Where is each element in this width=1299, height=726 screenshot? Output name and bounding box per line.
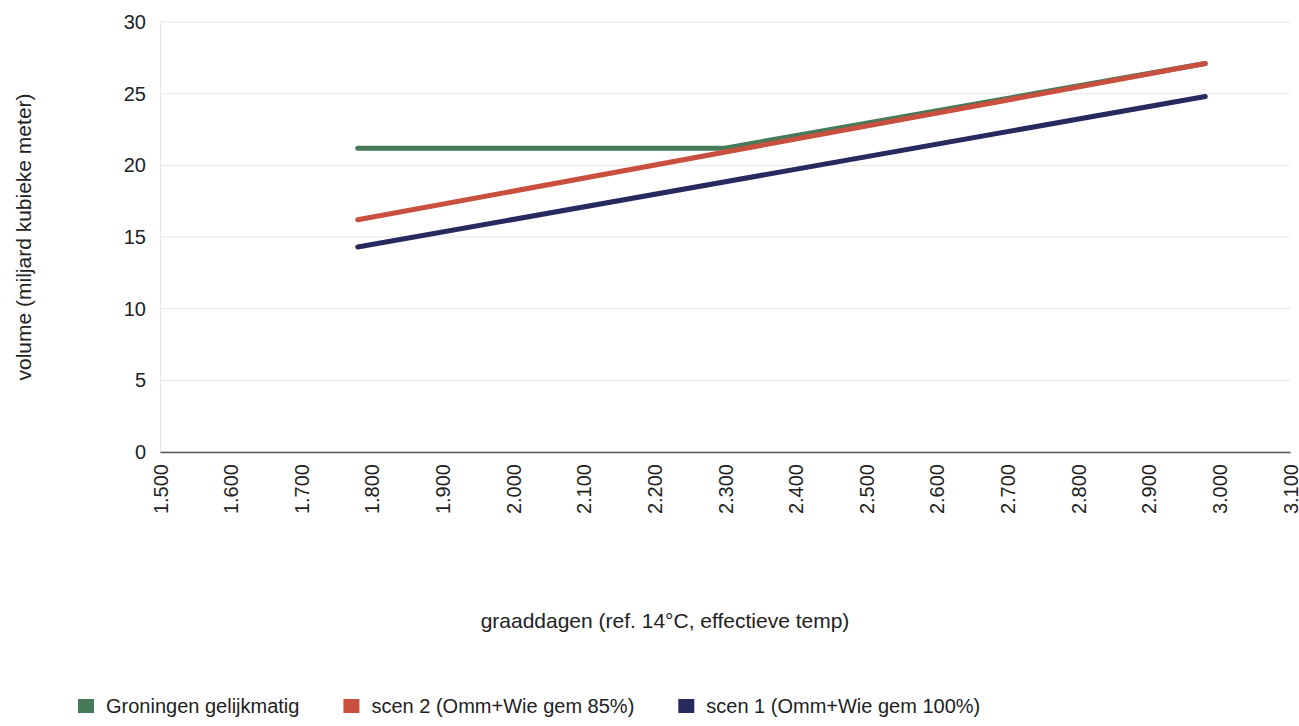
y-tick-label: 0	[135, 441, 146, 463]
y-tick: 15	[124, 226, 160, 248]
series-line	[358, 97, 1206, 248]
grid	[160, 22, 1290, 452]
grid-line	[160, 308, 1290, 309]
x-tick: 2.200	[644, 452, 666, 514]
y-tick: 10	[124, 298, 160, 320]
grid-line	[160, 22, 1290, 23]
x-tick-label: 2.100	[573, 464, 595, 514]
x-tick-label: 2.400	[785, 464, 807, 514]
x-tick: 1.600	[220, 452, 242, 514]
lines	[358, 64, 1206, 247]
y-tick: 0	[135, 441, 160, 463]
x-tick: 2.300	[715, 452, 737, 514]
x-tick: 1.900	[432, 452, 454, 514]
grid-line	[160, 165, 1290, 166]
x-axis: 1.500 1.600 1.700 1.800 1.900 2.000 2.100 2.200…	[150, 452, 1299, 514]
x-tick: 2.600	[926, 452, 948, 514]
legend-swatch	[343, 699, 359, 713]
y-tick-label: 10	[124, 298, 146, 320]
y-tick-label: 20	[124, 154, 146, 176]
x-tick-label: 1.900	[432, 464, 454, 514]
chart: 0 5 10 15 20 25 30 1.500 1.600 1.700 1.800 1.900 2.0…	[0, 0, 1299, 726]
x-tick: 2.100	[573, 452, 595, 514]
x-tick-label: 2.600	[926, 464, 948, 514]
grid-line	[160, 452, 1290, 453]
y-tick-label: 5	[135, 369, 146, 391]
y-tick-label: 15	[124, 226, 146, 248]
series-line	[358, 64, 1206, 220]
x-tick: 2.900	[1138, 452, 1160, 514]
y-tick-label: 25	[124, 83, 146, 105]
x-tick-label: 1.700	[291, 464, 313, 514]
x-tick: 2.500	[856, 452, 878, 514]
legend-item: Groningen gelijkmatig	[78, 695, 299, 717]
x-tick-label: 2.800	[1068, 464, 1090, 514]
x-tick-label: 1.800	[361, 464, 383, 514]
x-tick-label: 2.900	[1138, 464, 1160, 514]
legend: Groningen gelijkmatig scen 2 (Omm+Wie gem…	[78, 695, 980, 717]
x-tick: 2.000	[503, 452, 525, 514]
y-tick: 30	[124, 11, 160, 33]
grid-line	[160, 93, 1290, 94]
x-tick: 1.700	[291, 452, 313, 514]
x-tick-label: 3.100	[1280, 464, 1299, 514]
x-axis-title: graaddagen (ref. 14°C, effectieve temp)	[481, 609, 850, 632]
grid-line	[160, 380, 1290, 381]
x-tick: 2.800	[1068, 452, 1090, 514]
legend-item: scen 1 (Omm+Wie gem 100%)	[678, 695, 980, 717]
legend-swatch	[78, 699, 94, 713]
y-tick-label: 30	[124, 11, 146, 33]
y-tick: 25	[124, 83, 160, 105]
x-tick: 2.700	[997, 452, 1019, 514]
legend-label: scen 1 (Omm+Wie gem 100%)	[706, 695, 980, 717]
legend-label: Groningen gelijkmatig	[106, 695, 299, 717]
legend-label: scen 2 (Omm+Wie gem 85%)	[371, 695, 634, 717]
y-axis-line	[160, 23, 161, 453]
x-tick-label: 3.000	[1209, 464, 1231, 514]
y-tick: 5	[135, 369, 160, 391]
series-line	[358, 64, 1206, 149]
x-tick-label: 2.500	[856, 464, 878, 514]
x-tick-label: 2.000	[503, 464, 525, 514]
x-tick-label: 2.300	[715, 464, 737, 514]
x-tick-label: 2.700	[997, 464, 1019, 514]
x-axis-line	[161, 452, 1291, 454]
x-tick-label: 1.500	[150, 464, 172, 514]
x-tick: 2.400	[785, 452, 807, 514]
y-tick: 20	[124, 154, 160, 176]
x-tick: 1.800	[361, 452, 383, 514]
x-tick-label: 2.200	[644, 464, 666, 514]
y-axis: 0 5 10 15 20 25 30	[124, 11, 161, 463]
x-tick: 3.100	[1280, 452, 1299, 514]
y-axis-title: volume (miljard kubieke meter)	[12, 93, 35, 380]
legend-swatch	[678, 699, 694, 713]
x-tick-label: 1.600	[220, 464, 242, 514]
x-tick: 1.500	[150, 452, 172, 514]
grid-line	[160, 237, 1290, 238]
legend-item: scen 2 (Omm+Wie gem 85%)	[343, 695, 634, 717]
x-tick: 3.000	[1209, 452, 1231, 514]
